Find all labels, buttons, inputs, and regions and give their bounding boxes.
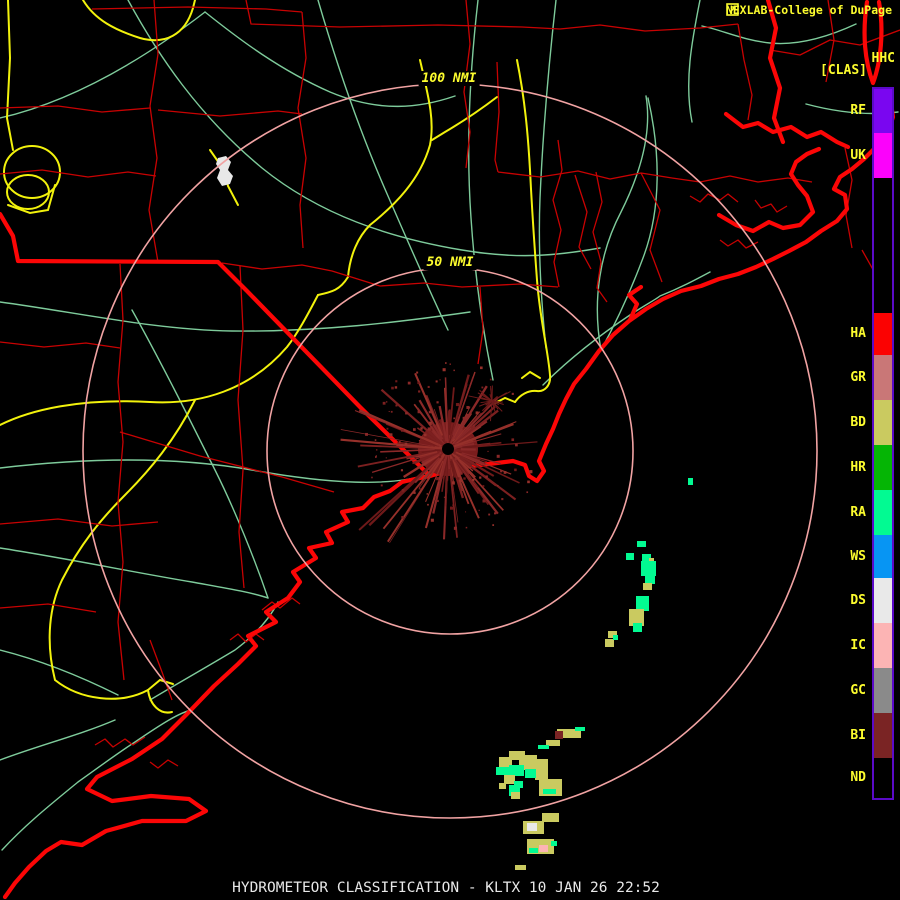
legend-swatch-RF [874, 89, 892, 133]
echo-cell-BD [499, 757, 512, 768]
product-title: HYDROMETEOR CLASSIFICATION - KLTX 10 JAN… [232, 880, 660, 896]
product-code: HHC [871, 51, 895, 66]
legend-label-UK: UK [850, 147, 866, 163]
legend-swatch-BI [874, 713, 892, 758]
watermark: NEXLAB-College of DuPage [726, 3, 892, 17]
echo-cell-RA [613, 635, 618, 640]
highways-layer [0, 0, 552, 714]
echo-cell-BD [511, 792, 520, 799]
echo-cell-BD [643, 583, 652, 590]
echo-cell-RA [637, 541, 646, 547]
echo-cell-RA [645, 574, 655, 584]
legend-label-BD: BD [850, 414, 866, 430]
echo-cell-BD [608, 631, 617, 638]
legend-label-IC: IC [850, 637, 866, 653]
echo-cell-RA [551, 841, 557, 846]
echo-cell-RA [538, 745, 549, 749]
echo-cell-BD [542, 813, 559, 822]
echo-cell-RA [509, 785, 520, 796]
legend-swatch-DS [874, 578, 892, 623]
echo-cell-BD [535, 759, 548, 780]
ring-label-100nmi: 100 NMI [418, 71, 480, 86]
echo-cell-RA [525, 769, 536, 778]
echo-cell-RA [688, 478, 693, 485]
legend-label-GC: GC [850, 682, 866, 698]
legend-swatch-HR [874, 445, 892, 490]
ring-label-50nmi: 50 NMI [423, 255, 477, 270]
legend-label-GR: GR [850, 369, 866, 385]
echo-cell-RA [642, 554, 651, 562]
popout-window-icon [726, 3, 739, 16]
echo-cell-RA [514, 781, 523, 788]
echo-cell-RA [575, 727, 585, 731]
echo-cell-BD [629, 609, 644, 626]
echo-cell-RA [636, 596, 649, 611]
legend-swatch-BD [874, 400, 892, 445]
county-lines-layer [0, 0, 900, 681]
legend-label-RF: RF [850, 103, 866, 118]
legend-label-HA: HA [850, 326, 866, 341]
echo-cell-BD [515, 865, 526, 870]
legend-swatch-gap [874, 178, 892, 313]
legend-swatch-HA [874, 313, 892, 355]
legend-label-BI: BI [850, 727, 866, 743]
echo-cell-RA [626, 553, 634, 560]
legend-label-WS: WS [850, 548, 866, 564]
echo-cell-BD [499, 783, 506, 789]
echo-cell-BD [557, 729, 581, 738]
classification-color-bar [872, 87, 894, 800]
echo-cell-RA [529, 848, 538, 853]
product-tag: [CLAS] [820, 63, 867, 78]
legend-label-ND: ND [850, 770, 866, 785]
state-border-line [0, 211, 433, 479]
legend-swatch-IC [874, 623, 892, 668]
rivers-marsh-layer [94, 147, 881, 769]
echo-cell-BD [504, 775, 515, 784]
watermark-text: NEXLAB-College of DuPage [725, 3, 892, 17]
legend-swatch-UK [874, 133, 892, 178]
echo-cell-BD [605, 639, 614, 647]
city-polygon [216, 156, 233, 186]
legend-swatch-GC [874, 668, 892, 713]
echo-cell-BD [649, 558, 654, 563]
echo-cell-RA [543, 789, 556, 794]
echo-cells-layer [496, 478, 693, 870]
legend-label-HR: HR [850, 459, 866, 475]
legend-swatch-RA [874, 490, 892, 535]
roads-layer [0, 0, 899, 851]
echo-cell-IC [539, 845, 548, 852]
legend-label-DS: DS [850, 592, 866, 608]
legend-swatch-WS [874, 535, 892, 578]
echo-cell-DS [527, 823, 537, 831]
echo-cell-RA [496, 767, 517, 775]
legend-swatch-GR [874, 355, 892, 400]
legend-label-RA: RA [850, 504, 866, 520]
echo-cell-BI [555, 731, 563, 739]
legend-swatch-ND [874, 758, 892, 798]
echo-cell-BD [509, 751, 525, 760]
echo-cell-RA [641, 561, 656, 576]
radar-clutter-blob [340, 362, 538, 544]
echo-cell-BD [546, 740, 560, 746]
echo-cell-RA [633, 623, 642, 632]
